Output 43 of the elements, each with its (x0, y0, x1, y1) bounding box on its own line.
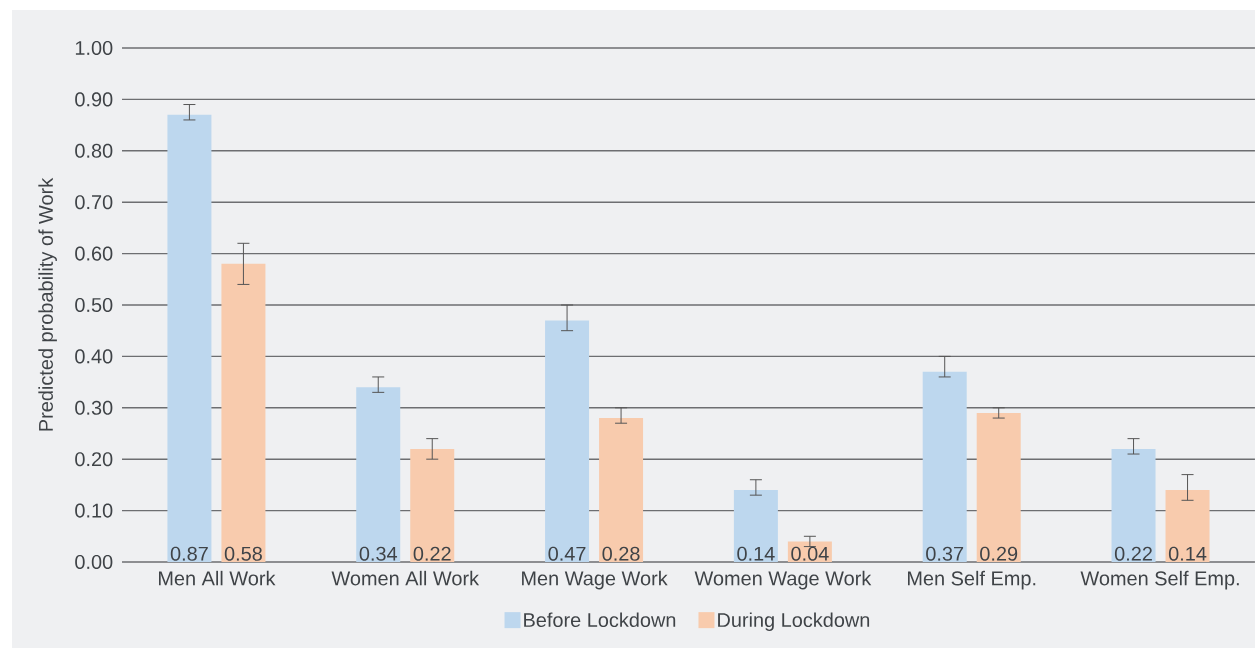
data-label: 0.58 (224, 546, 262, 561)
data-label: 0.04 (791, 546, 829, 561)
bar (167, 114, 212, 562)
y-tick-label: 0.20 (75, 452, 113, 467)
data-label: 0.22 (1114, 546, 1152, 561)
bar (410, 448, 455, 562)
legend-label: During Lockdown (718, 612, 870, 632)
x-tick-label: Men Self Emp. (908, 570, 1036, 590)
data-label: 0.14 (737, 546, 775, 561)
y-tick-label: 0.90 (75, 92, 113, 107)
x-tick-label: Men Wage Work (522, 570, 668, 590)
y-tick-label: 0.50 (75, 297, 113, 313)
x-tick-label: Women Self Emp. (1080, 570, 1239, 590)
bar (545, 320, 590, 562)
data-label: 0.22 (413, 546, 451, 561)
data-label: 0.14 (1168, 546, 1207, 561)
x-tick-label: Women All Work (331, 570, 480, 586)
y-tick-label: 0.30 (75, 400, 113, 415)
bar (733, 490, 778, 562)
bar (221, 263, 266, 562)
data-label: 0.37 (926, 546, 964, 561)
bar (1111, 448, 1156, 562)
y-tick-label: 0.00 (75, 554, 113, 570)
bar (922, 371, 967, 562)
data-label: 0.47 (548, 546, 586, 561)
y-tick-label: 0.70 (75, 195, 113, 210)
x-tick-label: Women Wage Work (694, 570, 872, 590)
y-tick-label: 1.00 (75, 40, 113, 56)
data-label: 0.34 (359, 546, 398, 561)
bar (599, 418, 644, 562)
y-tick-label: 0.60 (75, 246, 113, 261)
y-tick-label: 0.80 (75, 143, 113, 158)
data-label: 0.87 (170, 546, 208, 561)
bar (976, 412, 1021, 562)
bar (356, 387, 401, 562)
data-label: 0.29 (980, 546, 1018, 561)
y-tick-label: 0.10 (75, 503, 113, 518)
data-label: 0.28 (602, 546, 640, 561)
bar (1165, 490, 1210, 562)
x-tick-label: Men All Work (159, 570, 276, 586)
y-axis-title: Predicted probability of Work (38, 177, 57, 431)
legend-label: Before Lockdown (524, 612, 676, 628)
y-tick-label: 0.40 (75, 349, 113, 364)
